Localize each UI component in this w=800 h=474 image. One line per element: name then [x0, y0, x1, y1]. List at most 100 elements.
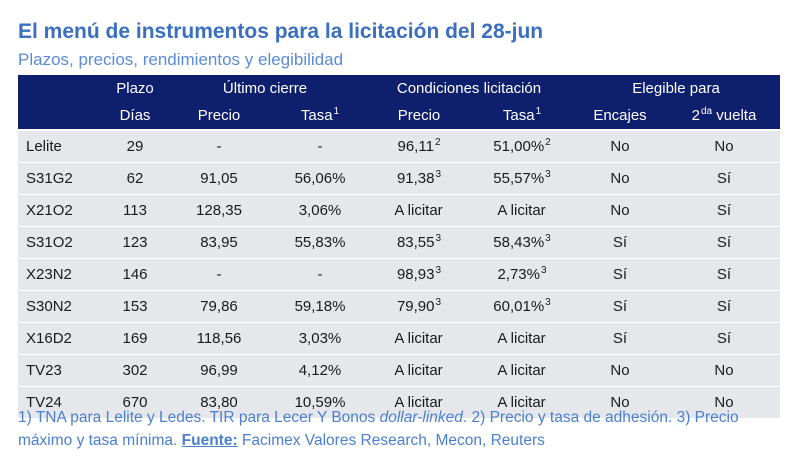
header-plazo: Plazo	[106, 75, 164, 102]
cell-tasa-ultimo: -	[274, 258, 366, 291]
cell-precio-licitacion: 91,383	[366, 162, 472, 195]
cell-tasa-ultimo: 3,03%	[274, 322, 366, 355]
cell-dias: 123	[106, 226, 164, 259]
cell-tasa-ultimo: 56,06%	[274, 162, 366, 195]
cell-dias: 153	[106, 290, 164, 323]
table-row: S31G2 62 91,05 56,06% 91,383 55,57%3 No Sí	[18, 162, 780, 195]
cell-precio-licitacion: 79,903	[366, 290, 472, 323]
cell-name: Lelite	[18, 129, 106, 163]
header-dias: Días	[106, 102, 164, 130]
source-label: Fuente:	[181, 432, 238, 449]
cell-tasa-licitacion: A licitar	[472, 386, 572, 418]
cell-name: X16D2	[18, 322, 106, 355]
table-row: X16D2 169 118,56 3,03% A licitar A licitar Sí S…	[18, 322, 780, 355]
cell-tasa-ultimo: 4,12%	[274, 354, 366, 387]
cell-encajes: Sí	[572, 290, 668, 323]
header-tasa-licitacion: Tasa1	[472, 102, 572, 130]
table-row: X21O2 113 128,35 3,06% A licitar A licitar No S…	[18, 194, 780, 227]
cell-encajes: No	[572, 354, 668, 387]
header-precio-ultimo: Precio	[164, 102, 274, 130]
cell-precio-ultimo: 96,99	[164, 354, 274, 387]
cell-segunda-vuelta: No	[668, 129, 780, 163]
page-title: El menú de instrumentos para la licitaci…	[18, 20, 544, 43]
cell-tasa-licitacion: 60,01%3	[472, 290, 572, 323]
cell-precio-ultimo: -	[164, 129, 274, 163]
cell-tasa-ultimo: 10,59%	[274, 386, 366, 418]
header-tasa-ultimo: Tasa1	[274, 102, 366, 130]
cell-precio-ultimo: 91,05	[164, 162, 274, 195]
cell-dias: 670	[106, 386, 164, 418]
cell-dias: 146	[106, 258, 164, 291]
header-blank-2	[18, 102, 106, 130]
cell-precio-licitacion: 83,553	[366, 226, 472, 259]
cell-precio-licitacion: 96,112	[366, 129, 472, 163]
cell-dias: 113	[106, 194, 164, 227]
header-ultimo-cierre: Último cierre	[164, 75, 366, 102]
cell-tasa-licitacion: 55,57%3	[472, 162, 572, 195]
cell-tasa-licitacion: A licitar	[472, 194, 572, 227]
cell-dias: 62	[106, 162, 164, 195]
header-segunda-vuelta: 2da vuelta	[668, 102, 780, 130]
header-row-1: Plazo Último cierre Condiciones licitaci…	[18, 75, 780, 102]
cell-dias: 29	[106, 129, 164, 163]
table-row: TV23 302 96,99 4,12% A licitar A licitar No No	[18, 354, 780, 387]
table-row: Lelite 29- -96,112 51,00%2 No No	[18, 129, 780, 163]
cell-segunda-vuelta: Sí	[668, 226, 780, 259]
cell-tasa-licitacion: 51,00%2	[472, 129, 572, 163]
cell-precio-licitacion: A licitar	[366, 354, 472, 387]
cell-precio-ultimo: 83,80	[164, 386, 274, 418]
instruments-table: Plazo Último cierre Condiciones licitaci…	[18, 75, 780, 418]
table-row: S31O2 123 83,95 55,83% 83,553 58,43%3 Sí Sí	[18, 226, 780, 259]
cell-segunda-vuelta: Sí	[668, 194, 780, 227]
cell-precio-licitacion: A licitar	[366, 386, 472, 418]
cell-name: S31G2	[18, 162, 106, 195]
cell-tasa-licitacion: A licitar	[472, 322, 572, 355]
cell-encajes: Sí	[572, 322, 668, 355]
header-encajes: Encajes	[572, 102, 668, 130]
table-row: TV24 670 83,80 10,59% A licitar A licitar No No	[18, 386, 780, 418]
cell-encajes: No	[572, 129, 668, 163]
cell-segunda-vuelta: No	[668, 386, 780, 418]
cell-precio-ultimo: -	[164, 258, 274, 291]
cell-segunda-vuelta: Sí	[668, 322, 780, 355]
table-row: S30N2 153 79,86 59,18% 79,903 60,01%3 Sí Sí	[18, 290, 780, 323]
page-subtitle: Plazos, precios, rendimientos y elegibil…	[18, 50, 344, 69]
cell-tasa-ultimo: 3,06%	[274, 194, 366, 227]
cell-encajes: No	[572, 386, 668, 418]
cell-precio-licitacion: A licitar	[366, 322, 472, 355]
cell-precio-ultimo: 118,56	[164, 322, 274, 355]
cell-tasa-licitacion: 2,73%3	[472, 258, 572, 291]
header-blank	[18, 75, 106, 102]
cell-encajes: No	[572, 162, 668, 195]
cell-segunda-vuelta: No	[668, 354, 780, 387]
cell-name: S31O2	[18, 226, 106, 259]
cell-name: X21O2	[18, 194, 106, 227]
cell-tasa-ultimo: -	[274, 129, 366, 163]
cell-precio-ultimo: 128,35	[164, 194, 274, 227]
cell-segunda-vuelta: Sí	[668, 290, 780, 323]
cell-name: TV23	[18, 354, 106, 387]
cell-encajes: No	[572, 194, 668, 227]
table-row: X23N2 146- -98,933 2,73%3 Sí Sí	[18, 258, 780, 291]
header-elegible: Elegible para	[572, 75, 780, 102]
cell-segunda-vuelta: Sí	[668, 258, 780, 291]
cell-precio-licitacion: 98,933	[366, 258, 472, 291]
cell-encajes: Sí	[572, 258, 668, 291]
cell-dias: 169	[106, 322, 164, 355]
header-row-2: Días Precio Tasa1 Precio Tasa1 Encajes 2…	[18, 102, 780, 130]
cell-tasa-ultimo: 55,83%	[274, 226, 366, 259]
cell-precio-licitacion: A licitar	[366, 194, 472, 227]
cell-precio-ultimo: 79,86	[164, 290, 274, 323]
cell-dias: 302	[106, 354, 164, 387]
cell-segunda-vuelta: Sí	[668, 162, 780, 195]
header-condiciones: Condiciones licitación	[366, 75, 572, 102]
cell-tasa-licitacion: 58,43%3	[472, 226, 572, 259]
cell-tasa-ultimo: 59,18%	[274, 290, 366, 323]
cell-name: X23N2	[18, 258, 106, 291]
cell-tasa-licitacion: A licitar	[472, 354, 572, 387]
footnotes: 1) TNA para Lelite y Ledes. TIR para Lec…	[18, 409, 739, 449]
header-precio-licitacion: Precio	[366, 102, 472, 130]
cell-encajes: Sí	[572, 226, 668, 259]
cell-name: TV24	[18, 386, 106, 418]
cell-precio-ultimo: 83,95	[164, 226, 274, 259]
